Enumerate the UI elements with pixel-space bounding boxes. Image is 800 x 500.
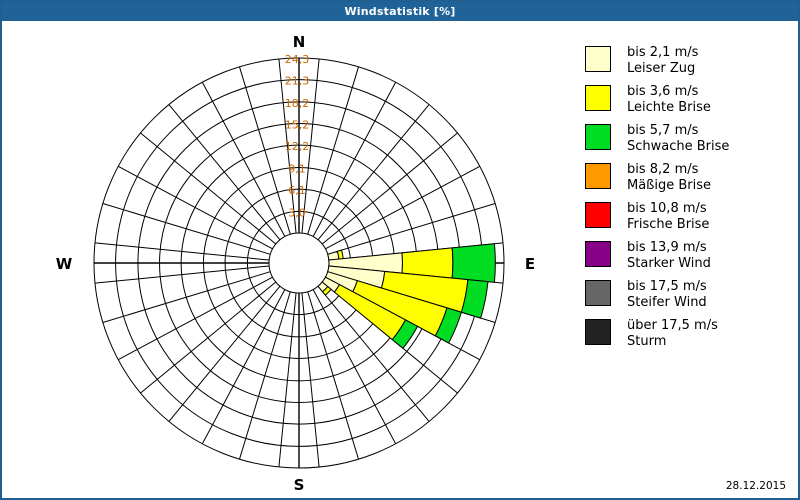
- rose-segment: [321, 285, 332, 296]
- legend-speed: bis 2,1 m/s: [627, 45, 699, 60]
- legend-swatch: [585, 202, 611, 228]
- grid-spoke: [317, 104, 430, 241]
- compass-label-north: N: [292, 33, 306, 51]
- grid-spoke: [307, 291, 359, 460]
- window-titlebar: Windstatistik [%]: [2, 2, 798, 21]
- legend-name: Steifer Wind: [627, 295, 707, 310]
- grid-spoke: [321, 132, 458, 245]
- radial-tick-label: 24,3: [285, 53, 310, 66]
- legend-item: bis 5,7 m/s Schwache Brise: [585, 123, 785, 155]
- legend-swatch: [585, 280, 611, 306]
- legend-swatch: [585, 241, 611, 267]
- grid-spoke: [239, 66, 291, 235]
- legend-swatch: [585, 85, 611, 111]
- legend-name: Leichte Brise: [627, 100, 711, 115]
- window-title: Windstatistik [%]: [344, 5, 456, 18]
- legend-name: Sturm: [627, 334, 667, 349]
- grid-spoke: [278, 292, 297, 468]
- grid-spoke: [94, 242, 270, 261]
- rose-segment: [451, 243, 496, 283]
- grid-spoke: [117, 165, 273, 250]
- radial-tick-label: 3,0: [288, 206, 306, 219]
- grid-spoke: [201, 81, 286, 237]
- legend-speed: bis 10,8 m/s: [627, 201, 707, 216]
- date-stamp: 28.12.2015: [725, 480, 786, 492]
- legend-speed: bis 3,6 m/s: [627, 84, 699, 99]
- legend-item: bis 17,5 m/s Steifer Wind: [585, 279, 785, 311]
- legend-swatch: [585, 319, 611, 345]
- legend-item: bis 8,2 m/s Mäßige Brise: [585, 162, 785, 194]
- grid-spoke: [140, 132, 277, 245]
- grid-spoke: [168, 285, 281, 422]
- legend-item: bis 2,1 m/s Leiser Zug: [585, 45, 785, 77]
- grid-spoke: [140, 281, 277, 394]
- legend: bis 2,1 m/s Leiser Zug bis 3,6 m/s Leich…: [585, 45, 785, 357]
- grid-spoke: [117, 276, 273, 361]
- radial-tick-label: 12,2: [285, 140, 310, 153]
- chart-canvas: 3,0 6,1 9,1 12,2 15,2 18,2 21,3 24,3 N E S W bi…: [2, 21, 798, 498]
- legend-speed: über 17,5 m/s: [627, 318, 718, 333]
- wind-rose-plot: 3,0 6,1 9,1 12,2 15,2 18,2 21,3 24,3: [93, 53, 505, 469]
- grid-spoke: [327, 203, 496, 255]
- grid-spoke: [94, 265, 270, 284]
- compass-label-east: E: [524, 255, 536, 273]
- legend-item: über 17,5 m/s Sturm: [585, 318, 785, 350]
- grid-spoke: [317, 285, 430, 422]
- legend-swatch: [585, 163, 611, 189]
- radial-tick-label: 18,2: [285, 97, 310, 110]
- rose-segment: [434, 307, 463, 344]
- grid-spoke: [168, 104, 281, 241]
- legend-item: bis 13,9 m/s Starker Wind: [585, 240, 785, 272]
- legend-name: Frische Brise: [627, 217, 710, 232]
- legend-name: Schwache Brise: [627, 139, 730, 154]
- legend-speed: bis 8,2 m/s: [627, 162, 699, 177]
- legend-speed: bis 5,7 m/s: [627, 123, 699, 138]
- grid-spoke: [301, 58, 320, 234]
- grid-spoke: [307, 66, 359, 235]
- rose-sectors: [317, 243, 496, 349]
- grid-spoke: [239, 291, 291, 460]
- legend-name: Starker Wind: [627, 256, 711, 271]
- legend-item: bis 3,6 m/s Leichte Brise: [585, 84, 785, 116]
- rose-segment: [336, 249, 344, 260]
- grid-spoke: [278, 58, 297, 234]
- radial-tick-label: 6,1: [288, 184, 306, 197]
- rose-axis-labels: 3,0 6,1 9,1 12,2 15,2 18,2 21,3 24,3: [285, 53, 310, 219]
- grid-spoke: [312, 289, 397, 445]
- radial-tick-label: 9,1: [288, 162, 306, 175]
- legend-speed: bis 17,5 m/s: [627, 279, 707, 294]
- grid-spoke: [325, 165, 481, 250]
- rose-segment: [391, 319, 419, 349]
- compass-label-south: S: [293, 476, 305, 494]
- compass-label-west: W: [55, 255, 73, 273]
- legend-speed: bis 13,9 m/s: [627, 240, 707, 255]
- grid-spoke: [201, 289, 286, 445]
- legend-item: bis 10,8 m/s Frische Brise: [585, 201, 785, 233]
- grid-spoke: [102, 271, 271, 323]
- grid-spoke: [312, 81, 397, 237]
- legend-swatch: [585, 124, 611, 150]
- radial-tick-label: 15,2: [285, 119, 310, 132]
- legend-name: Leiser Zug: [627, 61, 696, 76]
- legend-swatch: [585, 46, 611, 72]
- legend-name: Mäßige Brise: [627, 178, 712, 193]
- grid-spoke: [301, 292, 320, 468]
- grid-spoke: [102, 203, 271, 255]
- radial-tick-label: 21,3: [285, 75, 310, 88]
